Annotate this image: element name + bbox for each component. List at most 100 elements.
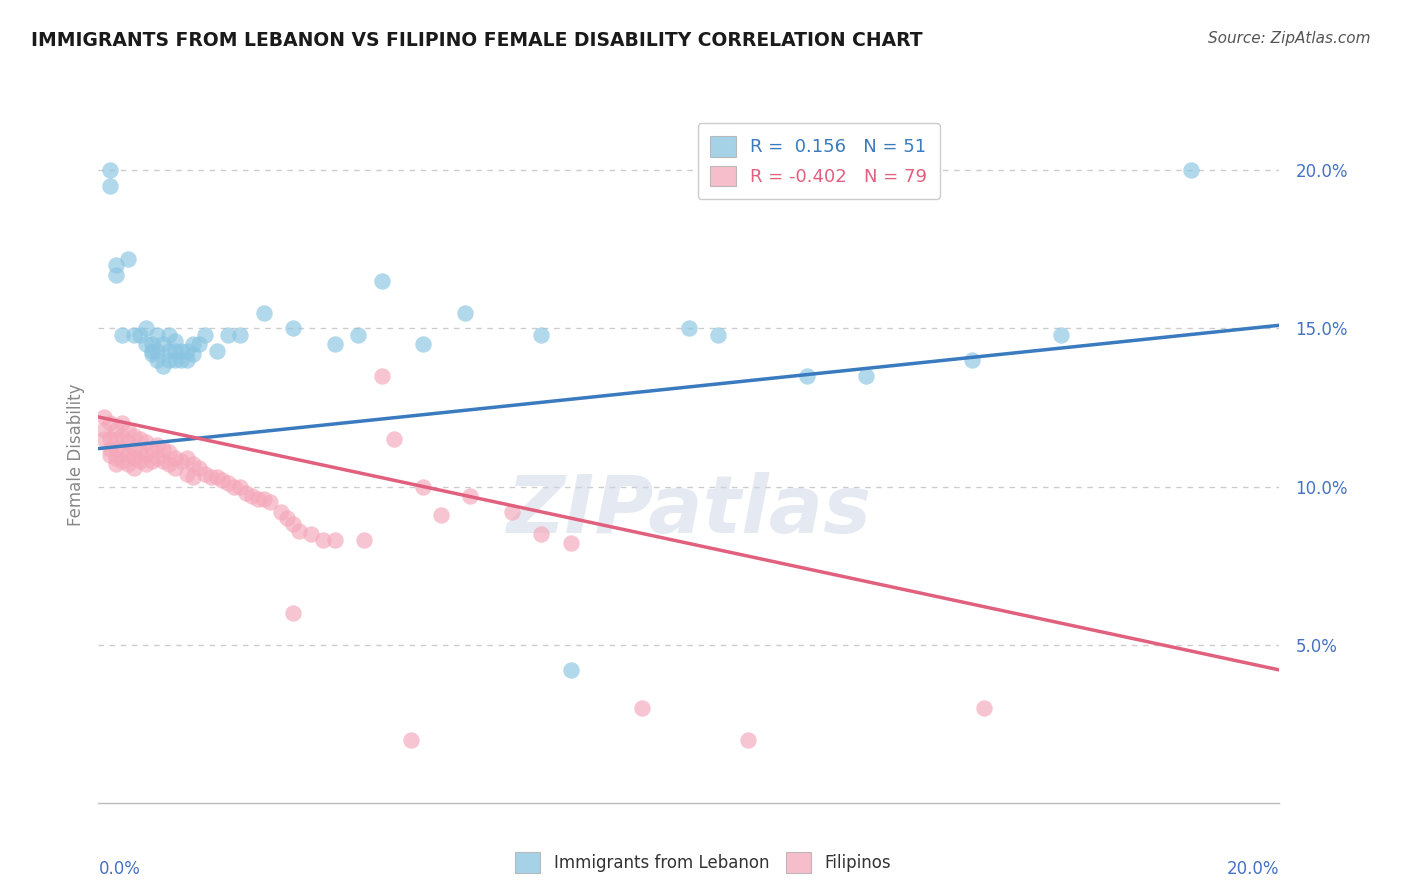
Point	[93, 423, 115, 437]
Point	[122, 442, 145, 456]
Point	[117, 423, 139, 437]
Point	[211, 473, 233, 487]
Point	[128, 432, 150, 446]
Point	[401, 732, 423, 747]
Point	[200, 470, 222, 484]
Point	[170, 454, 193, 468]
Point	[283, 321, 305, 335]
Point	[630, 701, 652, 715]
Point	[412, 337, 434, 351]
Point	[146, 451, 169, 466]
Point	[146, 343, 169, 358]
Point	[412, 479, 434, 493]
Point	[560, 536, 582, 550]
Point	[157, 444, 180, 458]
Point	[217, 476, 239, 491]
Point	[283, 517, 305, 532]
Point	[146, 353, 169, 368]
Point	[530, 327, 553, 342]
Point	[323, 337, 346, 351]
Point	[962, 353, 984, 368]
Point	[93, 432, 115, 446]
Point	[117, 435, 139, 450]
Point	[111, 429, 134, 443]
Point	[141, 343, 163, 358]
Point	[229, 327, 252, 342]
Point	[276, 511, 298, 525]
Y-axis label: Female Disability: Female Disability	[66, 384, 84, 526]
Point	[707, 327, 730, 342]
Point	[122, 429, 145, 443]
Point	[98, 432, 121, 446]
Legend: Immigrants from Lebanon, Filipinos: Immigrants from Lebanon, Filipinos	[509, 846, 897, 880]
Point	[194, 467, 217, 481]
Point	[796, 368, 818, 383]
Point	[560, 663, 582, 677]
Point	[157, 353, 180, 368]
Point	[93, 409, 115, 424]
Point	[371, 368, 394, 383]
Point	[146, 327, 169, 342]
Point	[181, 458, 204, 472]
Point	[229, 479, 252, 493]
Point	[187, 337, 209, 351]
Point	[165, 451, 187, 466]
Point	[105, 268, 128, 282]
Point	[105, 258, 128, 272]
Point	[105, 458, 128, 472]
Point	[312, 533, 335, 548]
Point	[205, 470, 228, 484]
Point	[176, 343, 198, 358]
Point	[157, 458, 180, 472]
Point	[157, 343, 180, 358]
Point	[105, 442, 128, 456]
Point	[181, 337, 204, 351]
Point	[117, 458, 139, 472]
Point	[187, 460, 209, 475]
Point	[135, 337, 157, 351]
Point	[165, 353, 187, 368]
Text: 20.0%: 20.0%	[1227, 860, 1279, 878]
Point	[98, 179, 121, 194]
Point	[176, 467, 198, 481]
Point	[453, 305, 475, 319]
Point	[117, 448, 139, 462]
Point	[122, 327, 145, 342]
Point	[181, 470, 204, 484]
Point	[430, 508, 453, 522]
Point	[678, 321, 700, 335]
Point	[111, 442, 134, 456]
Point	[111, 454, 134, 468]
Text: 0.0%: 0.0%	[98, 860, 141, 878]
Point	[530, 527, 553, 541]
Point	[135, 458, 157, 472]
Point	[157, 327, 180, 342]
Point	[117, 252, 139, 266]
Point	[235, 486, 257, 500]
Point	[253, 305, 276, 319]
Point	[105, 432, 128, 446]
Point	[460, 489, 482, 503]
Point	[240, 489, 263, 503]
Point	[141, 347, 163, 361]
Point	[737, 732, 759, 747]
Point	[111, 327, 134, 342]
Point	[259, 495, 281, 509]
Point	[501, 505, 523, 519]
Point	[170, 343, 193, 358]
Point	[1180, 163, 1202, 178]
Point	[105, 423, 128, 437]
Point	[128, 444, 150, 458]
Point	[224, 479, 246, 493]
Point	[152, 359, 174, 374]
Legend: R =  0.156   N = 51, R = -0.402   N = 79: R = 0.156 N = 51, R = -0.402 N = 79	[697, 123, 939, 199]
Point	[283, 606, 305, 620]
Point	[105, 451, 128, 466]
Point	[146, 438, 169, 452]
Point	[371, 274, 394, 288]
Point	[141, 442, 163, 456]
Point	[217, 327, 239, 342]
Point	[1050, 327, 1073, 342]
Point	[288, 524, 311, 538]
Point	[170, 353, 193, 368]
